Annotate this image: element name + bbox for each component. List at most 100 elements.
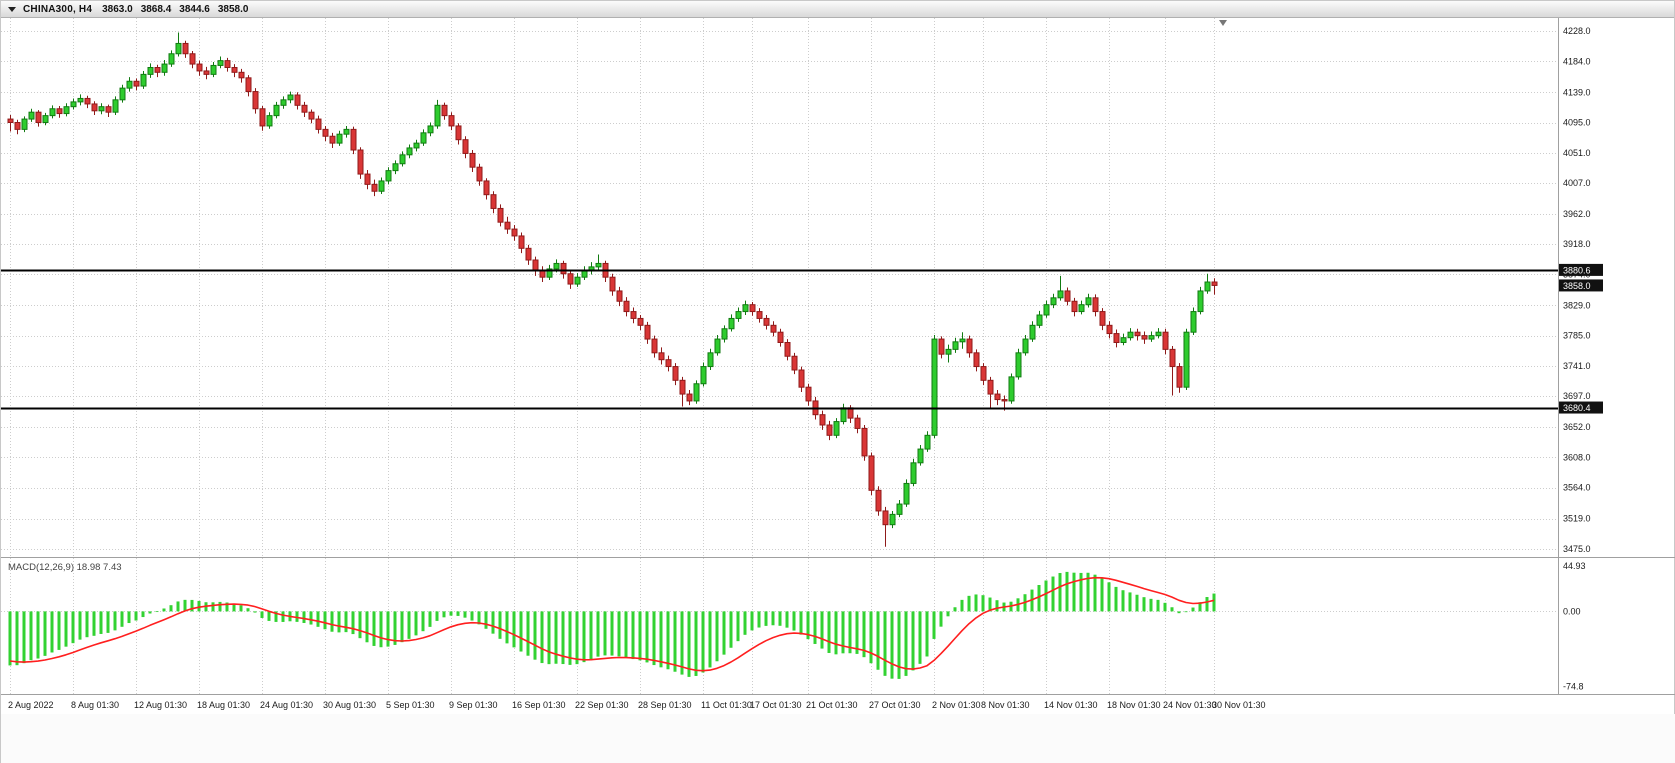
candle-body bbox=[1183, 331, 1190, 388]
macd-histogram-bar bbox=[848, 611, 852, 654]
macd-histogram-bar bbox=[981, 595, 985, 612]
ohlc-close-value: 3858.0 bbox=[217, 3, 249, 15]
time-axis-label: 30 Nov 01:30 bbox=[1212, 700, 1266, 710]
macd-histogram-bar bbox=[694, 611, 698, 676]
candle-body bbox=[182, 42, 189, 55]
candle-body bbox=[434, 104, 441, 127]
macd-histogram-bar bbox=[743, 611, 747, 635]
candle-body bbox=[1008, 376, 1015, 402]
time-axis-label: 22 Sep 01:30 bbox=[575, 700, 629, 710]
level-price-badge: 3680.4 bbox=[1563, 403, 1591, 413]
macd-histogram-bar bbox=[50, 611, 54, 653]
candle-body bbox=[672, 366, 679, 381]
macd-histogram-bar bbox=[421, 611, 425, 632]
candle-body bbox=[273, 104, 280, 117]
macd-histogram-bar bbox=[99, 611, 103, 634]
price-axis-label: 3785.0 bbox=[1563, 331, 1591, 341]
candle-body bbox=[448, 115, 455, 127]
macd-histogram-bar bbox=[554, 611, 558, 664]
macd-histogram-bar bbox=[365, 611, 369, 643]
macd-histogram-bar bbox=[526, 611, 530, 656]
macd-histogram-bar bbox=[771, 611, 775, 626]
symbol-dropdown-icon[interactable] bbox=[8, 6, 16, 12]
macd-histogram-bar bbox=[29, 611, 33, 661]
candle-body bbox=[798, 369, 805, 388]
candle-body bbox=[651, 338, 658, 354]
candle-body bbox=[1057, 290, 1064, 299]
candle-body bbox=[854, 417, 861, 429]
macd-histogram-bar bbox=[589, 611, 593, 660]
candle-body bbox=[546, 268, 553, 278]
candle-body bbox=[609, 276, 616, 292]
candle-body bbox=[966, 338, 973, 354]
candle-body bbox=[14, 122, 21, 130]
candle-body bbox=[721, 328, 728, 340]
macd-histogram-bar bbox=[190, 599, 194, 612]
candle-body bbox=[623, 300, 630, 313]
macd-histogram-bar bbox=[1107, 582, 1111, 612]
macd-histogram-bar bbox=[687, 611, 691, 677]
time-axis-label: 11 Oct 01:30 bbox=[701, 700, 752, 710]
macd-histogram-bar bbox=[386, 611, 390, 647]
candle-body bbox=[490, 194, 497, 209]
macd-histogram-bar bbox=[239, 605, 243, 612]
macd-histogram-bar bbox=[813, 611, 817, 644]
macd-histogram-bar bbox=[988, 597, 992, 612]
candle-body bbox=[896, 503, 903, 515]
macd-histogram-bar bbox=[960, 599, 964, 612]
macd-histogram-bar bbox=[995, 600, 999, 612]
candle-body bbox=[1078, 304, 1085, 313]
macd-histogram-bar bbox=[1198, 602, 1202, 612]
time-axis-label: 9 Sep 01:30 bbox=[449, 700, 498, 710]
macd-histogram-bar bbox=[904, 611, 908, 676]
price-axis-label: 4007.0 bbox=[1563, 178, 1591, 188]
macd-histogram-bar bbox=[806, 611, 810, 640]
macd-histogram-bar bbox=[463, 611, 467, 618]
macd-histogram-bar bbox=[1072, 572, 1076, 612]
macd-histogram-bar bbox=[428, 611, 432, 627]
macd-histogram-bar bbox=[757, 611, 761, 628]
candle-body bbox=[518, 235, 525, 249]
macd-histogram-bar bbox=[533, 611, 537, 660]
macd-histogram-bar bbox=[155, 611, 159, 613]
macd-histogram-bar bbox=[974, 594, 978, 612]
candle-body bbox=[469, 152, 476, 168]
macd-histogram-bar bbox=[400, 611, 404, 643]
candle-body bbox=[196, 63, 203, 72]
macd-histogram-bar bbox=[799, 611, 803, 635]
candle-body bbox=[616, 290, 623, 302]
macd-histogram-bar bbox=[911, 611, 915, 671]
macd-histogram-bar bbox=[1212, 593, 1216, 612]
candle-body bbox=[378, 180, 385, 192]
price-axis-label: 3962.0 bbox=[1563, 209, 1591, 219]
candle-body bbox=[1092, 297, 1099, 313]
chart-shift-marker-icon[interactable] bbox=[1219, 20, 1227, 26]
candle-body bbox=[1085, 297, 1092, 306]
macd-histogram-bar bbox=[659, 611, 663, 668]
macd-histogram-bar bbox=[232, 603, 236, 612]
macd-histogram-bar bbox=[869, 611, 873, 664]
candle-body bbox=[875, 489, 882, 512]
candle-body bbox=[882, 510, 889, 526]
macd-histogram-bar bbox=[435, 611, 439, 621]
candle-body bbox=[595, 262, 602, 268]
ohlc-open-value: 3863.0 bbox=[102, 3, 133, 15]
macd-histogram-bar bbox=[456, 611, 460, 616]
macd-histogram-bar bbox=[715, 611, 719, 662]
macd-indicator-label: MACD(12,26,9) 18.98 7.43 bbox=[8, 562, 122, 573]
macd-histogram-bar bbox=[92, 611, 96, 636]
candle-body bbox=[497, 207, 504, 223]
macd-histogram-bar bbox=[57, 611, 61, 650]
candle-body bbox=[133, 80, 140, 87]
candle-body bbox=[1001, 399, 1008, 402]
price-axis-label: 3918.0 bbox=[1563, 239, 1591, 249]
candle-body bbox=[665, 359, 672, 368]
candle-body bbox=[1113, 333, 1120, 343]
candle-body bbox=[791, 355, 798, 371]
macd-histogram-bar bbox=[225, 602, 229, 612]
candle-body bbox=[658, 352, 665, 361]
macd-histogram-bar bbox=[834, 611, 838, 655]
macd-histogram-bar bbox=[617, 611, 621, 657]
macd-histogram-bar bbox=[1114, 586, 1118, 612]
